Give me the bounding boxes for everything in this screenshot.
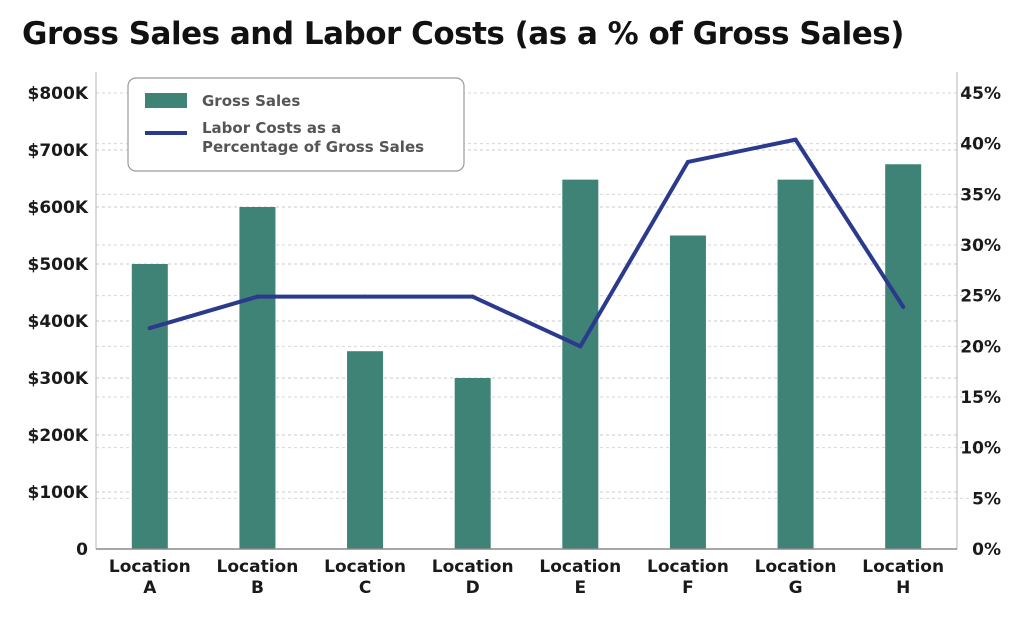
left-tick-label: $700K	[28, 141, 89, 161]
category-label-line: D	[466, 578, 480, 598]
left-axis-tick-labels: 0 $100K $200K $300K $400K $500K $600K $700K $800…	[28, 84, 89, 560]
category-label: Location G	[755, 557, 837, 598]
category-label-line: A	[143, 578, 157, 598]
line-point	[793, 137, 798, 142]
left-tick-label: $400K	[28, 312, 89, 332]
category-label-line: Location	[647, 557, 729, 577]
bar	[454, 378, 491, 549]
bar-series	[131, 164, 922, 549]
line-point	[685, 159, 690, 164]
legend-swatch-bar	[145, 93, 187, 108]
category-label-line: C	[359, 578, 371, 598]
category-label-line: Location	[755, 557, 837, 577]
right-axis-tick-labels: 0% 5% 10% 15% 20% 25% 30% 35% 40% 45%	[960, 84, 1001, 560]
category-label-line: Location	[324, 557, 406, 577]
right-tick-label: 5%	[972, 489, 1001, 509]
labor-cost-line	[147, 137, 906, 349]
line-point	[363, 294, 368, 299]
left-tick-label: 0	[76, 540, 88, 560]
category-label-line: H	[896, 578, 910, 598]
right-tick-label: 15%	[960, 388, 1001, 408]
right-tick-label: 25%	[960, 287, 1001, 307]
category-label-line: Location	[109, 557, 191, 577]
right-tick-label: 10%	[960, 439, 1001, 459]
left-tick-label: $500K	[28, 255, 89, 275]
line-point	[470, 294, 475, 299]
category-label: Location D	[432, 557, 514, 598]
right-tick-label: 30%	[960, 236, 1001, 256]
left-tick-label: $300K	[28, 369, 89, 389]
right-tick-label: 0%	[972, 540, 1001, 560]
legend: Gross Sales Labor Costs as a Percentage of…	[127, 77, 465, 172]
line-point	[901, 304, 906, 309]
right-tick-label: 40%	[960, 135, 1001, 155]
category-label: Location B	[217, 557, 299, 598]
category-label: Location H	[862, 557, 944, 598]
category-label-line: B	[251, 578, 264, 598]
bar	[239, 207, 276, 549]
left-tick-label: $100K	[28, 483, 89, 503]
category-label-line: E	[575, 578, 587, 598]
legend-box	[127, 77, 465, 172]
axes	[95, 72, 958, 550]
bar	[347, 351, 384, 549]
right-tick-label: 45%	[960, 84, 1001, 104]
right-tick-label: 35%	[960, 185, 1001, 205]
legend-label-line: Percentage of Gross Sales	[202, 138, 424, 156]
legend-label-gross-sales: Gross Sales	[202, 92, 300, 110]
category-label: Location F	[647, 557, 729, 598]
bar	[562, 179, 599, 549]
category-label: Location C	[324, 557, 406, 598]
bar	[885, 164, 922, 549]
category-label-line: F	[682, 578, 694, 598]
bar	[131, 264, 168, 549]
category-label-line: Location	[432, 557, 514, 577]
chart-title: Gross Sales and Labor Costs (as a % of G…	[22, 16, 904, 52]
left-tick-label: $200K	[28, 426, 89, 446]
category-label-line: Location	[217, 557, 299, 577]
category-label: Location E	[539, 557, 621, 598]
left-tick-label: $800K	[28, 84, 89, 104]
bar	[777, 179, 814, 549]
right-tick-label: 20%	[960, 337, 1001, 357]
left-tick-label: $600K	[28, 198, 89, 218]
category-label-line: Location	[862, 557, 944, 577]
legend-label-labor-costs: Labor Costs as a Percentage of Gross Sale…	[202, 119, 424, 156]
line-series	[147, 137, 906, 349]
category-label-line: G	[789, 578, 803, 598]
category-label-line: Location	[539, 557, 621, 577]
legend-label-line: Labor Costs as a	[202, 119, 341, 137]
category-label: Location A	[109, 557, 191, 598]
bar	[669, 235, 706, 549]
line-point	[578, 344, 583, 349]
line-point	[147, 326, 152, 331]
line-point	[255, 294, 260, 299]
